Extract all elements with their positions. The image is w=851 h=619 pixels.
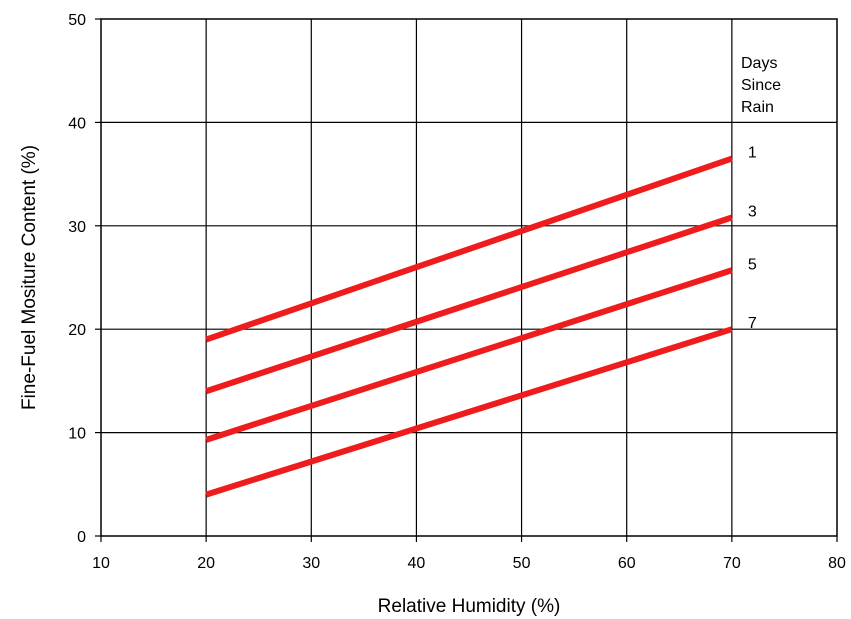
x-tick-label: 10 <box>92 555 110 572</box>
series-line-1 <box>205 155 733 343</box>
legend: 1 3 5 7 Days Since Rain <box>741 55 781 332</box>
legend-title-line: Since <box>741 77 781 94</box>
series-label-7: 7 <box>748 315 757 332</box>
y-tick-label: 10 <box>68 426 86 443</box>
x-axis-title: Relative Humidity (%) <box>378 596 561 617</box>
series-line-3 <box>205 214 733 395</box>
series-label-5: 5 <box>748 256 757 273</box>
x-tick-label: 60 <box>618 555 636 572</box>
x-tick-label: 20 <box>197 555 215 572</box>
y-tick-label: 0 <box>77 529 86 546</box>
y-tick-label: 20 <box>68 322 86 339</box>
x-tick-label: 70 <box>723 555 741 572</box>
x-tick-label: 40 <box>408 555 426 572</box>
tick-labels: 10 20 30 40 50 60 70 80 0 10 20 30 40 50 <box>68 12 846 572</box>
series-line-5 <box>205 267 733 443</box>
series-lines <box>205 155 733 498</box>
series-label-1: 1 <box>748 145 757 162</box>
y-tick-label: 30 <box>68 219 86 236</box>
legend-title-line: Rain <box>741 99 774 116</box>
x-tick-label: 30 <box>302 555 320 572</box>
legend-title-line: Days <box>741 55 777 72</box>
grid <box>101 19 837 536</box>
y-tick-label: 40 <box>68 115 86 132</box>
y-tick-label: 50 <box>68 12 86 29</box>
series-line-7 <box>205 326 733 498</box>
x-tick-label: 50 <box>513 555 531 572</box>
y-axis-title: Fine-Fuel Mositure Content (%) <box>19 145 40 410</box>
series-label-3: 3 <box>748 204 757 221</box>
plot-frame <box>100 18 838 537</box>
x-tick-label: 80 <box>828 555 846 572</box>
